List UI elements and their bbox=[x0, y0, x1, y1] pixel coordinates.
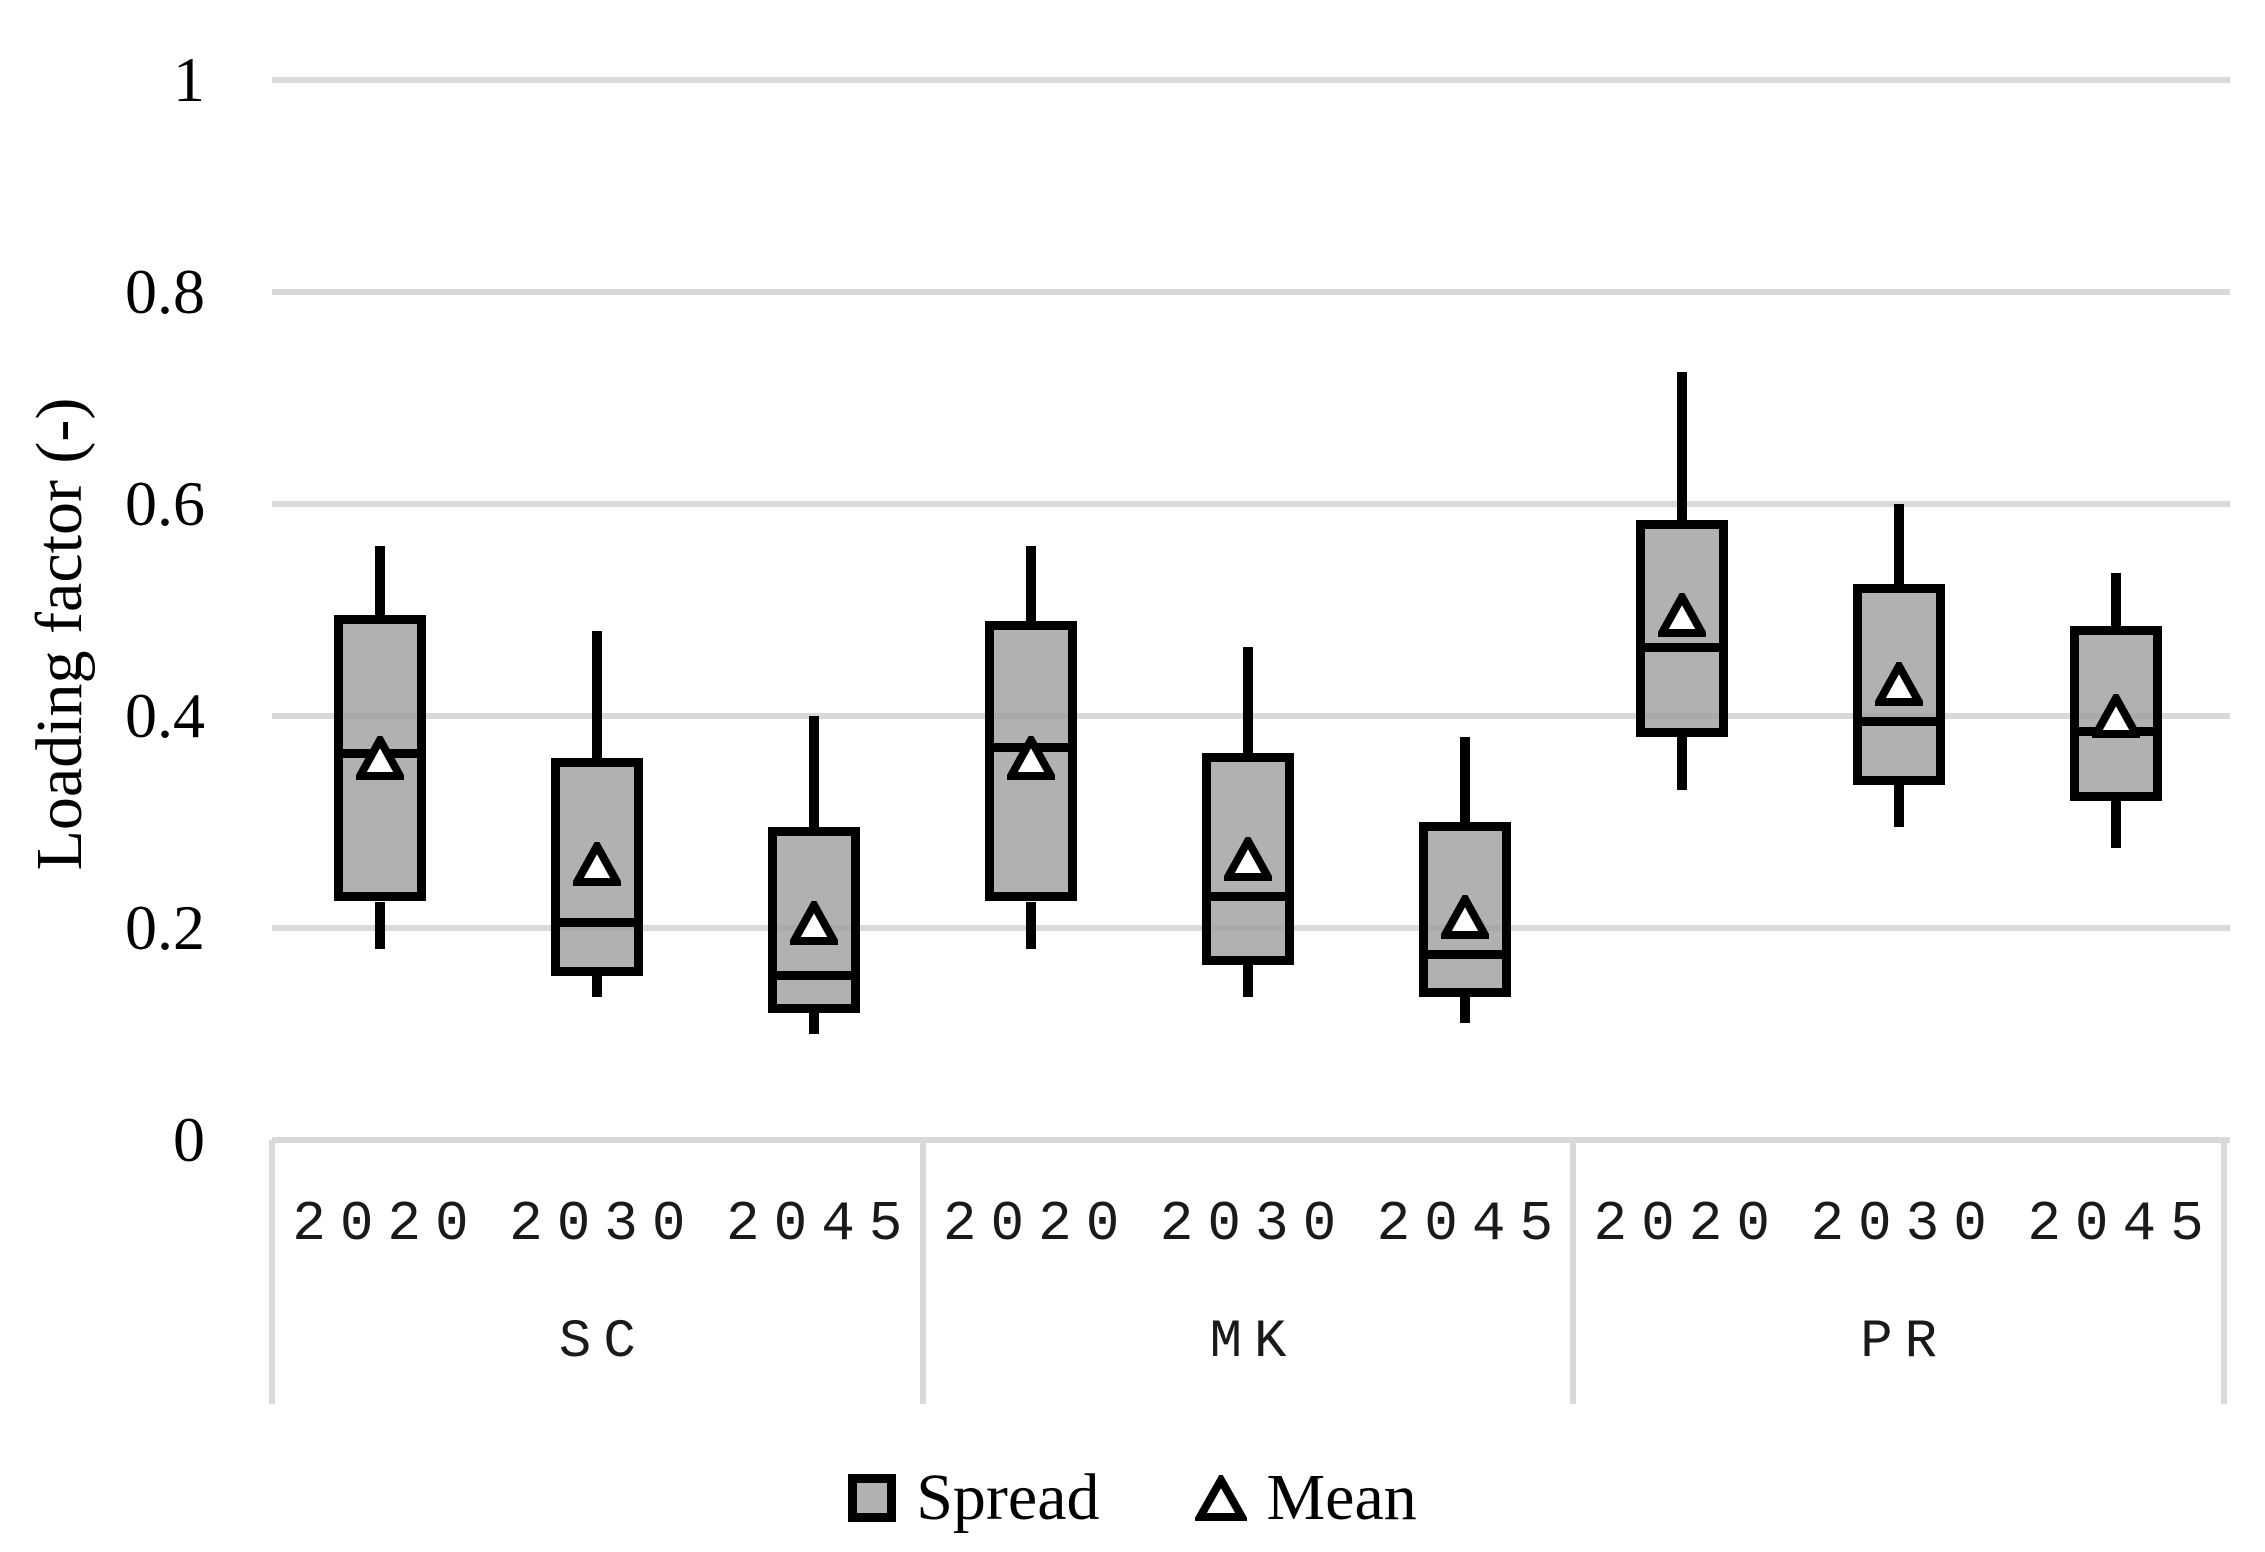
box-mk-2030-mean-marker bbox=[1221, 832, 1275, 886]
box-mk-2020-whisker-top bbox=[1026, 546, 1037, 621]
box-pr-2045-whisker-top bbox=[2110, 572, 2121, 626]
gridline-0 bbox=[272, 1137, 2230, 1143]
x-axis-year-label: 2045 bbox=[725, 1192, 917, 1256]
gridline-1 bbox=[272, 77, 2230, 83]
x-axis-year-label: 2045 bbox=[2027, 1192, 2218, 1256]
mean-triangle-icon bbox=[1194, 1474, 1247, 1521]
box-pr-2045-mean-marker bbox=[2088, 689, 2143, 743]
box-mk-2020-spread bbox=[985, 620, 1078, 902]
box-mk-2045-whisker-bottom bbox=[1459, 996, 1470, 1024]
axis-band-separator bbox=[2221, 1140, 2227, 1404]
box-sc-2020-whisker-bottom bbox=[375, 901, 386, 950]
box-pr-2030-mean-marker bbox=[1871, 657, 1926, 711]
x-axis-year-label: 2045 bbox=[1376, 1192, 1568, 1256]
legend-item-spread: Spread bbox=[848, 1453, 1100, 1543]
box-sc-2030-median bbox=[559, 918, 636, 928]
axis-band-separator bbox=[919, 1140, 926, 1404]
x-axis-group-label-MK: MK bbox=[1209, 1312, 1299, 1373]
gridline-0.6 bbox=[272, 501, 2230, 507]
box-mk-2045-median bbox=[1426, 950, 1503, 959]
box-sc-2045-whisker-top bbox=[809, 716, 820, 828]
gridline-0.8 bbox=[272, 289, 2230, 295]
x-axis-year-label: 2030 bbox=[1810, 1192, 2001, 1256]
legend-label-spread: Spread bbox=[916, 1461, 1100, 1534]
y-tick-label: 0.6 bbox=[125, 468, 205, 539]
box-sc-2030-whisker-bottom bbox=[592, 975, 603, 997]
x-axis-year-label: 2020 bbox=[1593, 1192, 1784, 1256]
box-sc-2030-mean-marker bbox=[570, 838, 625, 891]
y-tick-label: 0.4 bbox=[125, 680, 205, 751]
axis-band-separator bbox=[1570, 1140, 1577, 1404]
box-mk-2020-mean-marker bbox=[1004, 732, 1058, 785]
box-pr-2030-whisker-top bbox=[1893, 504, 1904, 584]
x-axis-year-label: 2030 bbox=[509, 1192, 700, 1256]
box-sc-2020-whisker-top bbox=[375, 546, 386, 616]
box-pr-2020-whisker-bottom bbox=[1676, 737, 1687, 791]
legend: Spread Mean bbox=[0, 1448, 2265, 1548]
box-pr-2030-median bbox=[1860, 716, 1937, 726]
box-mk-2030-whisker-bottom bbox=[1243, 965, 1253, 997]
box-pr-2020-median bbox=[1643, 642, 1720, 652]
box-sc-2045-mean-marker bbox=[787, 896, 842, 950]
y-tick-label: 0.2 bbox=[125, 892, 205, 963]
legend-item-mean: Mean bbox=[1194, 1453, 1417, 1543]
y-tick-label: 0.8 bbox=[125, 256, 205, 327]
axis-band-separator bbox=[269, 1140, 275, 1404]
box-sc-2045-whisker-bottom bbox=[809, 1012, 820, 1034]
box-mk-2020-whisker-bottom bbox=[1026, 901, 1037, 950]
box-mk-2045-whisker-top bbox=[1459, 737, 1470, 822]
y-tick-label: 1 bbox=[173, 44, 205, 115]
y-axis-title: Loading factor (-) bbox=[23, 397, 96, 871]
box-sc-2045-spread bbox=[768, 827, 861, 1013]
box-pr-2030-whisker-bottom bbox=[1893, 784, 1904, 828]
x-axis-year-label: 2030 bbox=[1159, 1192, 1351, 1256]
x-axis-group-label-SC: SC bbox=[558, 1312, 648, 1373]
x-axis-year-label: 2020 bbox=[942, 1192, 1134, 1256]
box-mk-2030-median bbox=[1210, 891, 1286, 901]
box-sc-2045-median bbox=[776, 971, 853, 981]
box-pr-2020-whisker-top bbox=[1676, 371, 1687, 520]
legend-label-mean: Mean bbox=[1266, 1461, 1417, 1534]
box-sc-2020-mean-marker bbox=[353, 732, 408, 785]
spread-box-icon bbox=[848, 1474, 897, 1522]
box-sc-2030-whisker-top bbox=[592, 631, 603, 759]
box-pr-2045-whisker-bottom bbox=[2110, 800, 2121, 849]
x-axis-group-label-PR: PR bbox=[1860, 1312, 1950, 1373]
x-axis-year-label: 2020 bbox=[292, 1192, 483, 1256]
y-tick-label: 0 bbox=[173, 1104, 205, 1175]
box-mk-2030-whisker-top bbox=[1243, 647, 1253, 754]
box-pr-2020-mean-marker bbox=[1654, 589, 1709, 642]
box-mk-2045-mean-marker bbox=[1438, 891, 1492, 944]
